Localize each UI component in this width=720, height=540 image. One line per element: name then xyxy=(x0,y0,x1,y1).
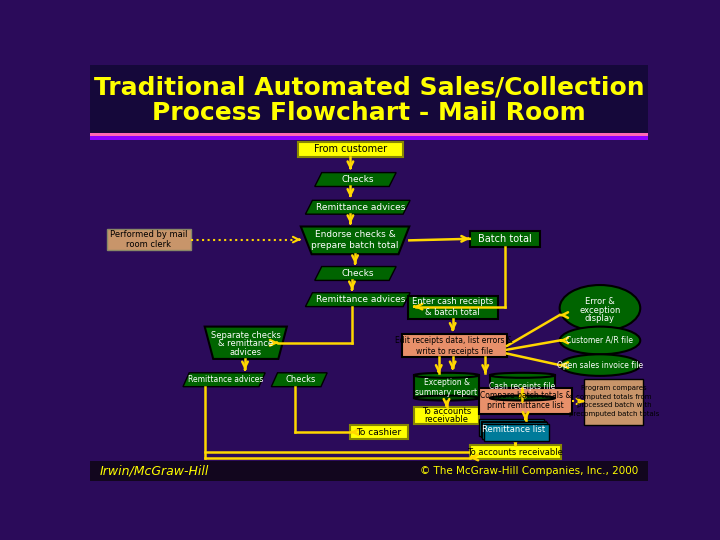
Text: processed batch with: processed batch with xyxy=(577,402,651,408)
Polygon shape xyxy=(315,267,396,280)
Text: From customer: From customer xyxy=(314,145,387,154)
Ellipse shape xyxy=(414,373,479,378)
Bar xyxy=(90,461,648,481)
Ellipse shape xyxy=(414,395,479,401)
Bar xyxy=(585,379,644,425)
Text: Endorse checks &: Endorse checks & xyxy=(315,231,395,239)
Text: Remittance advices: Remittance advices xyxy=(316,202,405,212)
Polygon shape xyxy=(204,327,287,359)
Text: Remittance advices: Remittance advices xyxy=(188,375,264,384)
Text: To accounts: To accounts xyxy=(422,407,471,416)
Text: Program compares: Program compares xyxy=(581,385,647,391)
Polygon shape xyxy=(301,226,409,254)
Text: Checks: Checks xyxy=(286,375,316,384)
Text: Remittance advices: Remittance advices xyxy=(316,295,405,304)
Text: display: display xyxy=(585,314,615,323)
Polygon shape xyxy=(271,373,327,387)
Ellipse shape xyxy=(490,395,555,401)
Bar xyxy=(414,375,479,398)
Bar xyxy=(469,445,561,459)
Text: To cashier: To cashier xyxy=(356,428,402,436)
Text: Enter cash receipts: Enter cash receipts xyxy=(412,298,493,307)
Bar xyxy=(469,231,539,247)
Text: Traditional Automated Sales/Collection: Traditional Automated Sales/Collection xyxy=(94,76,644,100)
Text: & batch total: & batch total xyxy=(426,308,480,317)
Text: To accounts receivable: To accounts receivable xyxy=(467,448,564,457)
Bar xyxy=(479,388,572,414)
Ellipse shape xyxy=(490,373,555,378)
Polygon shape xyxy=(305,293,410,307)
Ellipse shape xyxy=(559,327,640,354)
Text: Customer A/R file: Customer A/R file xyxy=(567,336,634,345)
Bar xyxy=(297,142,403,157)
Text: precomputed batch totals: precomputed batch totals xyxy=(569,410,659,417)
Text: Edit receipts data, list errors &: Edit receipts data, list errors & xyxy=(395,336,513,345)
Bar xyxy=(490,375,555,398)
Text: room clerk: room clerk xyxy=(127,240,171,249)
Bar xyxy=(481,421,546,437)
Text: prepare batch total: prepare batch total xyxy=(311,241,399,250)
Text: Cash receipts file: Cash receipts file xyxy=(490,382,556,391)
Text: Exception &: Exception & xyxy=(423,379,469,387)
Text: computed totals from: computed totals from xyxy=(576,394,652,400)
Text: write to receipts file: write to receipts file xyxy=(415,347,492,356)
Bar xyxy=(107,229,191,251)
Text: Irwin/McGraw-Hill: Irwin/McGraw-Hill xyxy=(99,464,209,477)
Text: Remittance list: Remittance list xyxy=(482,426,546,434)
Text: Separate checks: Separate checks xyxy=(211,330,281,340)
Text: © The McGraw-Hill Companies, Inc., 2000: © The McGraw-Hill Companies, Inc., 2000 xyxy=(420,465,639,476)
Text: Checks: Checks xyxy=(342,269,374,278)
Bar xyxy=(90,132,648,137)
Text: receivable: receivable xyxy=(425,415,469,424)
Polygon shape xyxy=(305,200,410,214)
Text: exception: exception xyxy=(580,306,621,315)
Text: summary report: summary report xyxy=(415,388,477,396)
Text: Batch total: Batch total xyxy=(478,234,531,244)
Ellipse shape xyxy=(559,285,640,331)
Polygon shape xyxy=(183,373,265,387)
Text: Checks: Checks xyxy=(342,175,374,184)
Text: Open sales invoice file: Open sales invoice file xyxy=(557,361,643,369)
Bar xyxy=(414,407,479,423)
Bar xyxy=(484,423,549,441)
Text: Performed by mail: Performed by mail xyxy=(110,231,188,239)
Bar xyxy=(479,419,544,436)
Bar xyxy=(482,422,547,439)
Text: Process Flowchart - Mail Room: Process Flowchart - Mail Room xyxy=(152,102,586,125)
Polygon shape xyxy=(315,173,396,186)
Text: & remittance: & remittance xyxy=(218,339,274,348)
Text: Error &: Error & xyxy=(585,298,615,307)
Bar xyxy=(402,334,507,357)
Bar xyxy=(351,425,408,439)
Text: print remittance list: print remittance list xyxy=(487,401,564,410)
Ellipse shape xyxy=(559,354,640,376)
Bar xyxy=(408,296,498,319)
Bar xyxy=(90,65,648,132)
Text: advices: advices xyxy=(230,348,262,356)
Text: Compare batch totals &: Compare batch totals & xyxy=(480,392,571,400)
Bar xyxy=(90,137,648,140)
